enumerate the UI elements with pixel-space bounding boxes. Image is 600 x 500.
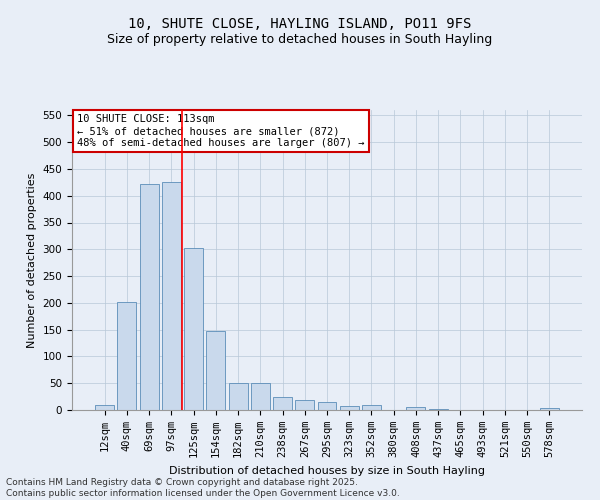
Bar [184,248,203,410]
Bar [295,400,314,410]
Bar [362,404,381,410]
Y-axis label: Number of detached properties: Number of detached properties [27,172,37,348]
Text: 10, SHUTE CLOSE, HAYLING ISLAND, PO11 9FS: 10, SHUTE CLOSE, HAYLING ISLAND, PO11 9F… [128,18,472,32]
Text: Size of property relative to detached houses in South Hayling: Size of property relative to detached ho… [107,32,493,46]
Bar [251,383,270,410]
X-axis label: Distribution of detached houses by size in South Hayling: Distribution of detached houses by size … [169,466,485,475]
Text: 10 SHUTE CLOSE: 113sqm
← 51% of detached houses are smaller (872)
48% of semi-de: 10 SHUTE CLOSE: 113sqm ← 51% of detached… [77,114,365,148]
Bar [406,408,425,410]
Bar [140,184,158,410]
Text: Contains HM Land Registry data © Crown copyright and database right 2025.
Contai: Contains HM Land Registry data © Crown c… [6,478,400,498]
Bar [317,402,337,410]
Bar [340,406,359,410]
Bar [95,404,114,410]
Bar [229,383,248,410]
Bar [273,396,292,410]
Bar [540,408,559,410]
Bar [429,409,448,410]
Bar [118,302,136,410]
Bar [162,182,181,410]
Bar [206,331,225,410]
